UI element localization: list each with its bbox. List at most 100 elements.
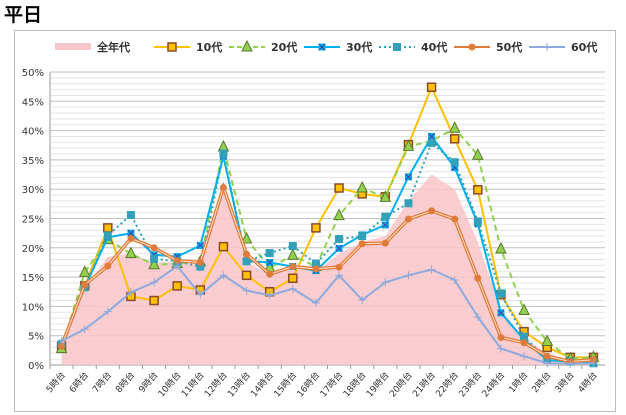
x-tick-label: 13時台 — [225, 369, 253, 399]
series-line-5 — [61, 185, 594, 363]
x-tick-label: 11時台 — [178, 369, 206, 399]
data-point — [265, 291, 274, 300]
data-point — [288, 273, 298, 284]
y-tick-label: 30% — [22, 185, 44, 196]
data-point — [288, 242, 297, 251]
data-point — [358, 232, 367, 241]
data-point — [358, 295, 367, 304]
data-point — [473, 185, 483, 195]
data-point — [393, 43, 401, 51]
data-point — [335, 263, 343, 271]
data-point — [472, 148, 484, 160]
legend-label: 20代 — [271, 40, 297, 54]
series-line-3 — [60, 134, 594, 363]
data-point — [450, 276, 459, 285]
data-point — [219, 183, 227, 191]
data-point — [167, 42, 177, 52]
x-tick-label: 6時台 — [67, 369, 91, 395]
data-point-x — [405, 173, 412, 181]
data-point — [381, 239, 389, 247]
y-tick-label: 0% — [28, 361, 44, 372]
y-tick-label: 25% — [22, 215, 44, 226]
chart-frame — [14, 30, 616, 412]
x-tick-label: 23時台 — [456, 369, 484, 399]
data-point — [426, 82, 437, 92]
x-tick-label: 15時台 — [271, 369, 299, 399]
data-point — [78, 265, 91, 277]
data-point — [173, 261, 182, 270]
x-tick-label: 18時台 — [340, 369, 368, 399]
data-point — [103, 231, 112, 240]
data-point — [242, 286, 251, 295]
data-point — [541, 334, 553, 347]
data-point — [468, 43, 476, 51]
data-point — [150, 278, 159, 287]
data-point — [381, 278, 390, 287]
data-point — [520, 332, 529, 341]
legend-label: 10代 — [196, 40, 222, 54]
data-point — [333, 208, 345, 221]
data-point-x — [428, 133, 435, 140]
data-point-x — [266, 259, 274, 266]
data-point — [311, 298, 320, 307]
data-point — [543, 43, 551, 51]
data-point — [81, 281, 89, 289]
data-point — [242, 257, 251, 266]
data-point — [334, 183, 344, 193]
data-point — [196, 262, 205, 271]
data-point — [104, 262, 112, 270]
x-tick-label: 10時台 — [155, 369, 183, 399]
x-tick-label: 12時台 — [202, 369, 230, 399]
x-tick-label: 9時台 — [136, 369, 160, 395]
data-point — [450, 158, 459, 167]
data-point — [266, 270, 274, 278]
data-point — [241, 39, 253, 52]
data-point — [358, 240, 366, 248]
x-tick-label: 1時台 — [506, 369, 530, 395]
data-point — [449, 134, 460, 144]
data-point — [518, 303, 530, 316]
x-tick-label: 16時台 — [294, 369, 322, 399]
x-tick-label: 2時台 — [529, 369, 553, 395]
data-point — [218, 241, 229, 252]
data-point — [58, 342, 66, 350]
data-point — [172, 281, 182, 291]
data-point — [148, 257, 160, 270]
data-point — [428, 207, 436, 215]
data-point — [335, 235, 344, 244]
data-point — [543, 359, 552, 368]
data-point — [103, 223, 113, 233]
x-tick-label: 17時台 — [317, 369, 345, 399]
data-point — [566, 359, 575, 368]
data-point — [196, 290, 205, 299]
data-point — [448, 121, 461, 133]
legend-label: 30代 — [346, 40, 372, 54]
data-point — [496, 289, 505, 298]
data-point — [543, 352, 551, 360]
data-point — [379, 190, 392, 202]
data-point — [312, 265, 320, 273]
data-point — [381, 212, 390, 221]
data-point — [451, 215, 459, 223]
x-tick-label: 3時台 — [552, 369, 576, 395]
series-line-6 — [61, 264, 594, 365]
data-point-x — [318, 43, 326, 51]
y-tick-label: 50% — [22, 68, 44, 79]
data-point — [404, 199, 413, 208]
data-point — [103, 307, 112, 316]
legend-label: 40代 — [421, 40, 447, 54]
data-point-x — [335, 245, 343, 252]
data-point — [473, 217, 482, 226]
data-point — [311, 223, 321, 233]
x-tick-label: 5時台 — [43, 369, 67, 395]
data-point — [127, 234, 135, 242]
data-point — [589, 359, 598, 368]
data-point-x — [127, 229, 135, 237]
data-point — [495, 241, 507, 254]
data-point — [126, 288, 135, 297]
data-point — [335, 271, 344, 280]
data-point — [57, 336, 66, 345]
x-tick-label: 21時台 — [410, 369, 438, 399]
